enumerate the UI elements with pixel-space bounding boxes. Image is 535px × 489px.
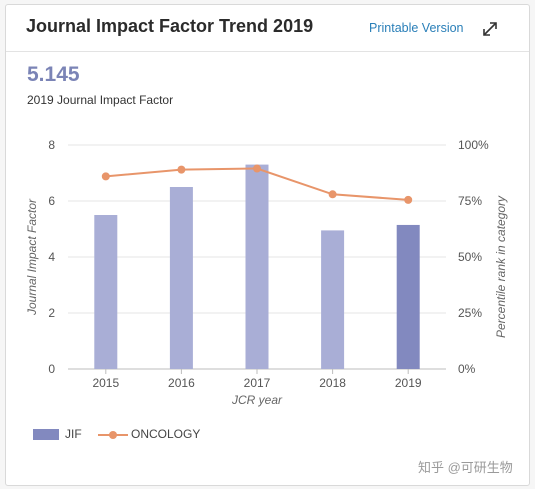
x-tick-label-2016: 2016 xyxy=(168,376,195,390)
y2-tick-label: 100% xyxy=(458,138,489,152)
point-oncology-2016 xyxy=(177,165,186,174)
y-tick-label: 8 xyxy=(48,138,55,152)
bar-jif-2017 xyxy=(245,164,269,369)
legend-label-oncology: ONCOLOGY xyxy=(131,427,201,441)
y-tick-label: 2 xyxy=(48,306,55,320)
jif-trend-card: Journal Impact Factor Trend 2019 Printab… xyxy=(5,4,530,486)
printable-version-link[interactable]: Printable Version xyxy=(369,21,464,35)
card-header: Journal Impact Factor Trend 2019 Printab… xyxy=(6,5,529,52)
x-tick-label-2017: 2017 xyxy=(244,376,271,390)
point-oncology-2015 xyxy=(101,172,110,181)
jif-trend-chart: 0 0% 2 25% 4 50% 6 75% 8 100% 2015 2016 2017 2018 2019… xyxy=(25,138,508,407)
y-tick-label: 6 xyxy=(48,194,55,208)
bar-jif-2019 xyxy=(396,224,420,369)
point-oncology-2017 xyxy=(253,164,261,173)
x-axis-title: JCR year xyxy=(231,393,283,407)
y2-tick-label: 75% xyxy=(458,194,482,208)
y2-tick-label: 0% xyxy=(458,362,476,376)
y-tick-label: 4 xyxy=(48,250,55,264)
expand-icon[interactable] xyxy=(480,19,500,39)
x-tick-label-2018: 2018 xyxy=(319,376,346,390)
y-axis-title: Journal Impact Factor xyxy=(25,198,39,316)
bar-jif-2016 xyxy=(169,187,193,369)
bar-jif-2018 xyxy=(321,230,345,369)
watermark-text: 知乎 @可研生物 xyxy=(418,460,513,475)
legend-label-jif: JIF xyxy=(65,427,82,441)
jif-value: 5.145 xyxy=(27,63,80,86)
y-tick-label: 0 xyxy=(48,362,55,376)
jif-label: 2019 Journal Impact Factor xyxy=(27,93,174,107)
y2-tick-label: 25% xyxy=(458,306,482,320)
legend-swatch-jif xyxy=(33,429,59,440)
legend-swatch-oncology xyxy=(98,431,128,439)
bar-jif-2015 xyxy=(94,215,118,369)
x-tick-label-2015: 2015 xyxy=(92,376,119,390)
y2-axis-title: Percentile rank in category xyxy=(494,195,508,338)
y2-tick-label: 50% xyxy=(458,250,482,264)
point-oncology-2018 xyxy=(328,190,337,199)
card-title: Journal Impact Factor Trend 2019 xyxy=(26,16,314,36)
x-tick-label-2019: 2019 xyxy=(395,376,422,390)
point-oncology-2019 xyxy=(404,195,413,204)
